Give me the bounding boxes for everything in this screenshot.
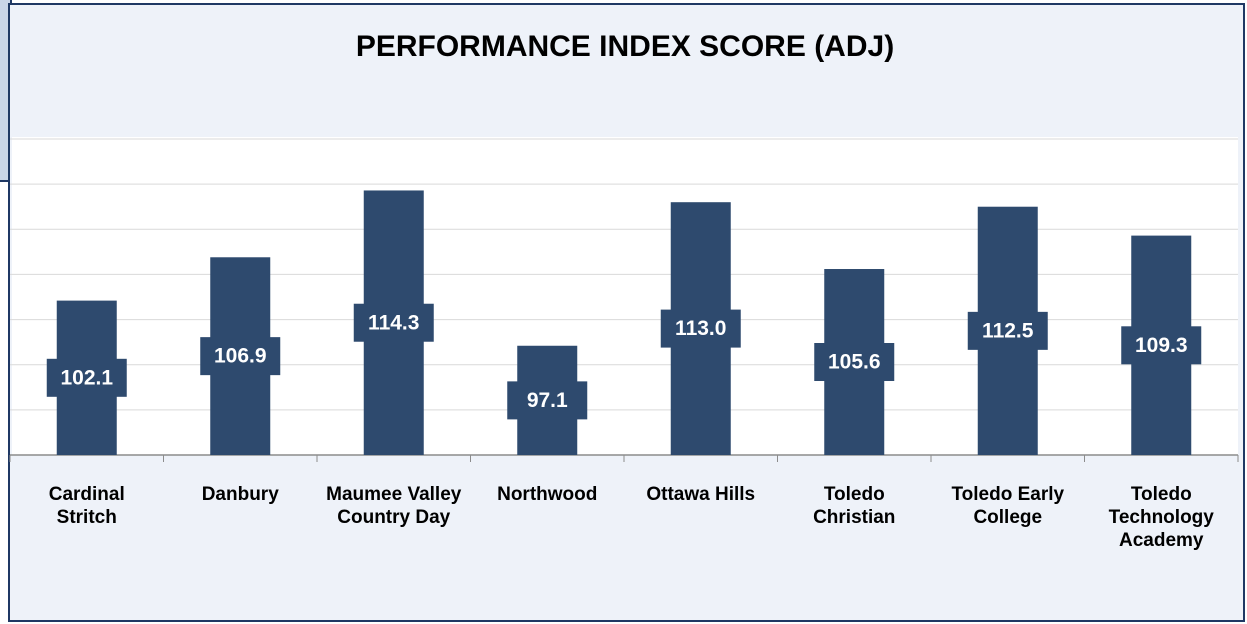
x-tick-label: Maumee Valley Country Day <box>326 484 462 528</box>
value-label: 97.1 <box>527 389 568 412</box>
value-label: 105.6 <box>828 351 881 374</box>
value-label: 113.0 <box>675 317 726 340</box>
plot-area <box>12 137 1238 455</box>
value-label: 109.3 <box>1135 334 1188 357</box>
x-tick-label: Northwood <box>497 484 598 505</box>
value-label-box <box>353 303 434 342</box>
x-tick-label: Toledo Christian <box>813 484 896 528</box>
x-tick-label: Toledo Technology Academy <box>1108 484 1214 551</box>
value-label-box <box>507 381 588 420</box>
x-tick-label: Ottawa Hills <box>646 484 756 505</box>
value-label-box <box>660 309 741 348</box>
x-tick-label: Toledo Early College <box>951 484 1065 528</box>
value-label-box <box>967 311 1048 350</box>
value-label: 114.3 <box>368 311 419 334</box>
value-label-box <box>200 337 281 376</box>
value-label-box <box>46 358 127 397</box>
x-tick-label: Cardinal Stritch <box>48 484 125 528</box>
chart-title: PERFORMANCE INDEX SCORE (ADJ) <box>356 30 894 63</box>
x-tick-label: Danbury <box>201 484 279 505</box>
value-label: 106.9 <box>214 345 267 368</box>
value-label-box <box>814 343 895 382</box>
value-label: 102.1 <box>60 366 113 389</box>
value-label-box <box>1121 326 1202 365</box>
value-label: 112.5 <box>982 319 1034 342</box>
